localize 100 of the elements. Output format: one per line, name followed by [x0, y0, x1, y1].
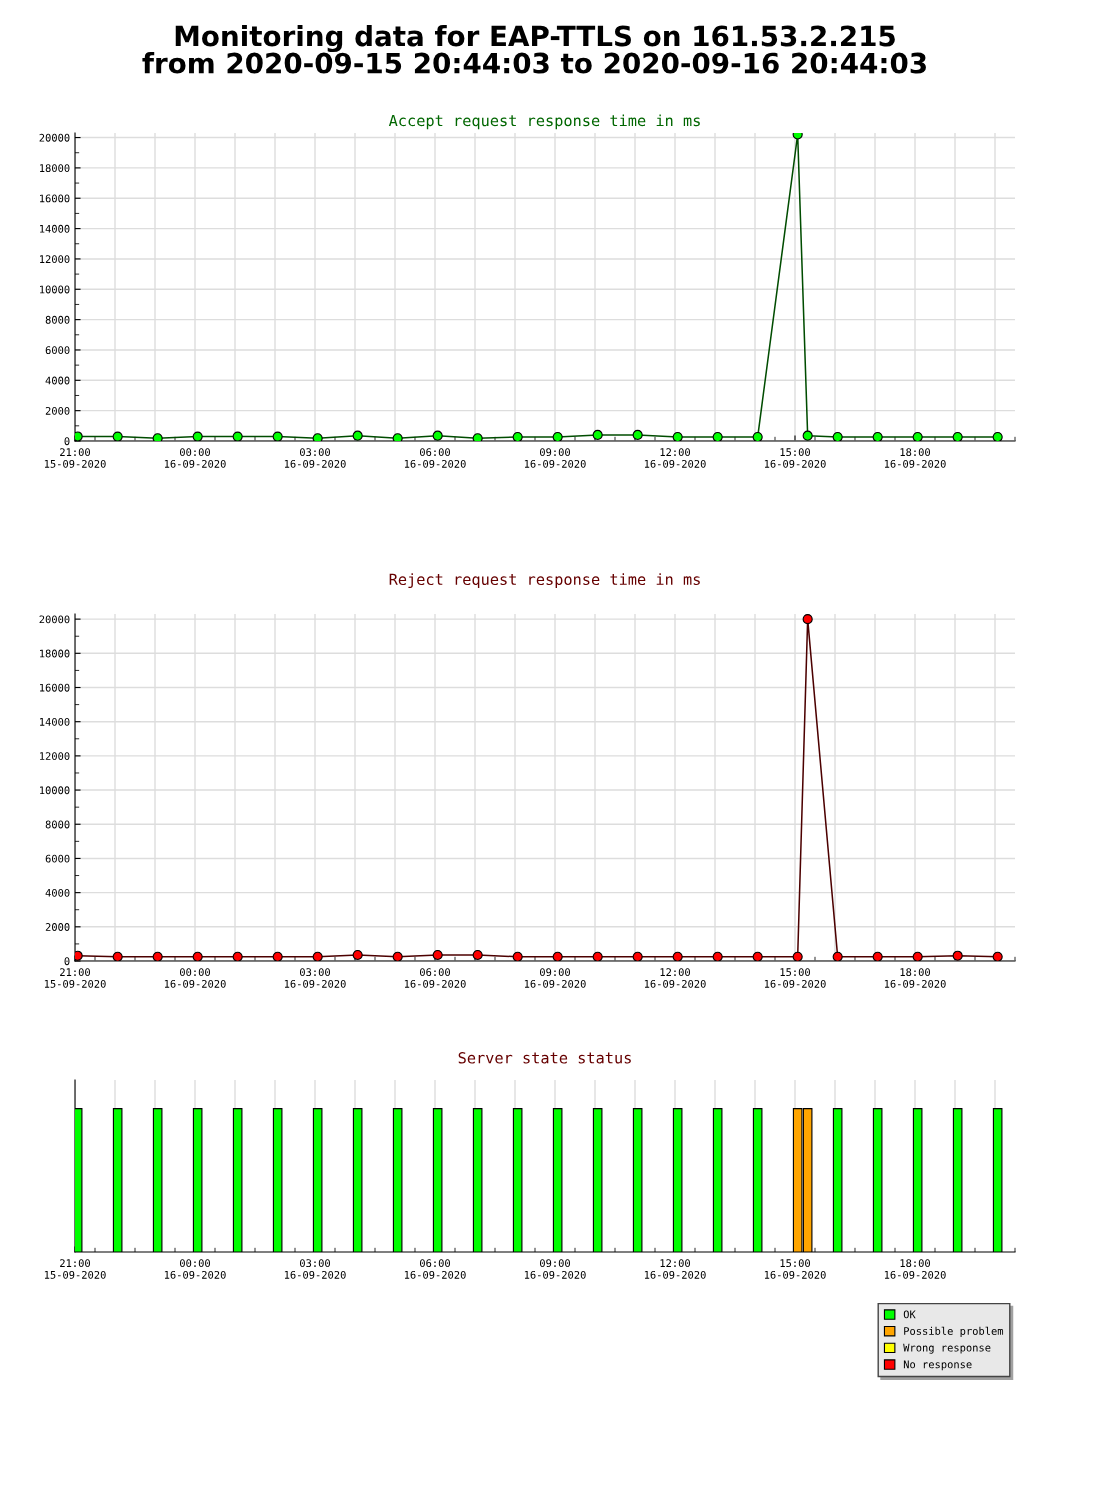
point — [472, 949, 483, 961]
x-tick-label: 09:00 16-09-2020 — [524, 1259, 586, 1279]
y-tick-label: 6000 — [45, 346, 70, 355]
y-tick-label: 0 — [64, 437, 70, 446]
point — [352, 430, 363, 441]
point — [392, 951, 403, 961]
x-tick-label: 03:00 16-09-2020 — [284, 448, 346, 468]
point — [912, 431, 923, 441]
point — [592, 951, 603, 961]
x-tick-label: 03:00 16-09-2020 — [284, 1259, 346, 1279]
x-tick-label: 18:00 16-09-2020 — [884, 448, 946, 468]
point — [552, 431, 563, 441]
y-tick-label: 10000 — [40, 285, 70, 294]
x-tick-label: 15:00 16-09-2020 — [764, 1259, 826, 1279]
x-tick-label: 06:00 16-09-2020 — [404, 968, 466, 988]
point — [712, 431, 723, 441]
point — [672, 951, 683, 961]
x-tick-label: 06:00 16-09-2020 — [404, 448, 466, 468]
y-tick-label: 14000 — [40, 717, 70, 726]
point — [312, 433, 323, 441]
y-tick-label: 12000 — [40, 255, 70, 264]
x-tick-label: 15:00 16-09-2020 — [764, 968, 826, 988]
point — [312, 951, 323, 961]
x-tick-label: 00:00 16-09-2020 — [164, 968, 226, 988]
point — [752, 431, 763, 441]
point — [802, 614, 813, 625]
point — [832, 951, 843, 961]
point — [712, 951, 723, 961]
legend-label: Wrong response — [903, 1343, 991, 1354]
y-tick-label: 4000 — [45, 376, 70, 385]
x-tick-label: 12:00 16-09-2020 — [644, 968, 706, 988]
point — [632, 429, 643, 440]
point — [232, 431, 243, 441]
x-tick-label: 21:00 15-09-2020 — [44, 448, 106, 468]
y-tick-label: 6000 — [45, 854, 70, 863]
y-tick-label: 10000 — [40, 786, 70, 795]
chart-subtitle: Accept request response time in ms — [388, 114, 700, 130]
y-tick-label: 2000 — [45, 923, 70, 931]
point — [832, 431, 843, 441]
point — [552, 951, 563, 961]
y-tick-label: 4000 — [45, 888, 70, 897]
chart-title: Reject request response time in ms — [389, 573, 700, 589]
y-tick-label: 0 — [64, 957, 70, 966]
legend-label: Possible problem — [904, 1326, 1004, 1337]
y-tick-label: 8000 — [45, 820, 70, 829]
y-tick-label: 16000 — [40, 194, 70, 203]
x-tick-label: 09:00 16-09-2020 — [524, 448, 586, 468]
point — [152, 951, 163, 961]
y-tick-label: 14000 — [40, 224, 70, 233]
x-tick-label: 18:00 16-09-2020 — [884, 968, 946, 988]
x-tick-label: 09:00 16-09-2020 — [524, 968, 586, 988]
x-tick-label: 00:00 16-09-2020 — [164, 1259, 226, 1279]
y-tick-label: 18000 — [40, 649, 70, 658]
point — [112, 431, 123, 441]
y-tick-label: 2000 — [45, 406, 70, 415]
point — [392, 433, 403, 441]
point — [512, 951, 523, 961]
point — [672, 431, 683, 441]
point — [592, 429, 603, 440]
point — [992, 951, 1003, 961]
x-tick-label: 18:00 16-09-2020 — [884, 1259, 946, 1279]
x-tick-label: 00:00 16-09-2020 — [164, 448, 226, 468]
y-tick-label: 12000 — [40, 752, 70, 761]
chart-title: Monitoring data for EAP-TTLS on 161.53.2.215 from 2020-09-15 20:44:03 to 2020-09-16 20:44:03 — [142, 25, 926, 74]
legend-label: OK — [903, 1310, 916, 1319]
point — [952, 431, 963, 441]
point — [112, 951, 123, 961]
point — [192, 951, 203, 961]
x-tick-label: 15:00 16-09-2020 — [764, 448, 826, 468]
point — [912, 951, 923, 961]
chart-title: Server state status — [458, 1051, 631, 1064]
point — [992, 431, 1003, 441]
point — [152, 433, 163, 441]
x-tick-label: 12:00 16-09-2020 — [644, 448, 706, 468]
y-tick-label: 8000 — [45, 315, 70, 324]
point — [232, 951, 243, 961]
point — [432, 430, 443, 441]
x-tick-label: 06:00 16-09-2020 — [404, 1259, 466, 1279]
point — [952, 950, 963, 961]
point — [792, 951, 803, 961]
point — [752, 951, 763, 961]
point — [432, 949, 443, 961]
legend-label: No response — [903, 1360, 972, 1371]
x-tick-label: 21:00 15-09-2020 — [44, 968, 106, 988]
point — [802, 430, 813, 441]
point — [472, 433, 483, 441]
y-tick-label: 16000 — [40, 683, 70, 692]
point — [632, 951, 643, 961]
y-tick-label: 20000 — [39, 615, 70, 624]
point — [512, 431, 523, 441]
point — [272, 951, 283, 961]
point — [352, 949, 363, 961]
y-tick-label: 20000 — [39, 133, 70, 142]
point — [872, 431, 883, 441]
x-tick-label: 21:00 15-09-2020 — [44, 1259, 106, 1279]
point — [872, 951, 883, 961]
point — [272, 431, 283, 441]
x-tick-label: 12:00 16-09-2020 — [644, 1259, 706, 1279]
y-tick-label: 18000 — [40, 164, 70, 173]
x-tick-label: 03:00 16-09-2020 — [284, 968, 346, 988]
